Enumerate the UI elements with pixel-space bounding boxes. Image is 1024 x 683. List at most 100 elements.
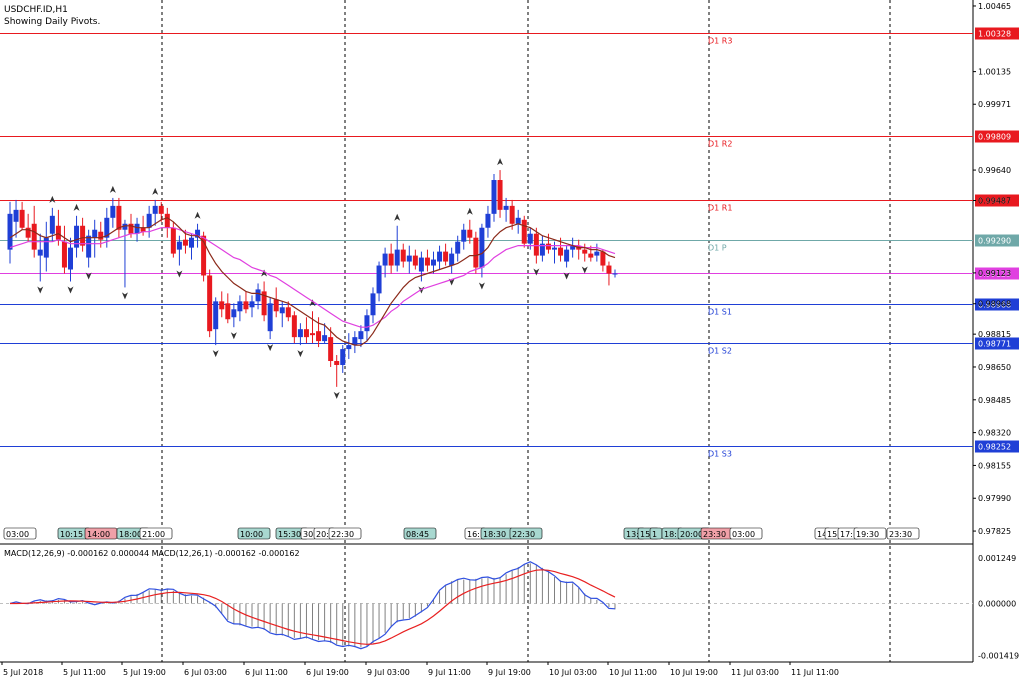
candle-body xyxy=(285,307,291,318)
candle-body xyxy=(134,223,140,234)
candle-body xyxy=(346,345,352,350)
candle-body xyxy=(267,303,273,332)
price-tag-text: 1.00328 xyxy=(978,30,1011,39)
candle-body xyxy=(491,180,497,214)
pivot-label: D1 P xyxy=(708,244,727,253)
time-label-text: 16: xyxy=(467,530,480,539)
fractal-up-marker xyxy=(73,203,80,211)
candle-body xyxy=(37,249,43,256)
candle-body xyxy=(352,337,358,346)
fractal-down-marker xyxy=(230,332,237,340)
candle-body xyxy=(382,253,388,266)
price-tick-label: 0.98650 xyxy=(978,363,1011,372)
fractal-up-marker xyxy=(109,185,116,193)
candle-body xyxy=(582,249,588,254)
price-tag-text: 0.99487 xyxy=(978,197,1011,206)
time-label-text: 23:30 xyxy=(703,530,726,539)
price-tick-label: 0.99123 xyxy=(978,269,1011,278)
price-tick-label: 0.98320 xyxy=(978,429,1011,438)
price-tag-text: 0.98968 xyxy=(978,301,1011,310)
candle-body xyxy=(509,205,515,224)
candle-body xyxy=(558,247,564,256)
candle-body xyxy=(170,227,176,254)
time-label-strip: 03:00 10:15 14:00 18:00 21:00 10:00 15:30 30 20:… xyxy=(3,527,920,540)
candle-body xyxy=(443,251,449,262)
time-label-text: 14 xyxy=(817,530,827,539)
time-label-text: 15 xyxy=(827,530,837,539)
candle-body xyxy=(552,247,557,250)
fractal-down-marker xyxy=(121,292,128,300)
candle-body xyxy=(437,251,443,262)
candle-body xyxy=(400,249,406,262)
candle-body xyxy=(455,241,461,254)
candle-body xyxy=(370,293,376,316)
time-label-text: 18:30 xyxy=(483,530,506,539)
candle-body xyxy=(521,219,527,244)
time-label-text: 08:45 xyxy=(406,530,429,539)
time-label-box xyxy=(729,527,763,540)
candle-body xyxy=(485,213,491,228)
fractal-up-marker xyxy=(466,207,473,215)
candle-body xyxy=(43,237,49,258)
candle-body xyxy=(195,229,201,238)
price-tick-label: 1.00465 xyxy=(978,2,1011,11)
candle-body xyxy=(225,303,231,320)
candle-body xyxy=(207,275,213,332)
pivot-levels: D1 R3 D1 R2 D1 R1 D1 P D1 S1 D1 S2 D1 S3 xyxy=(0,33,973,459)
candle-body xyxy=(201,235,207,276)
time-tick-label: 6 Jul 19:00 xyxy=(306,668,349,677)
candle-body xyxy=(612,273,618,275)
candle-body xyxy=(539,243,545,256)
time-label-text: 03:00 xyxy=(732,530,755,539)
candle-body xyxy=(461,229,467,242)
time-label-text: 20: xyxy=(316,530,329,539)
time-tick-label: 5 Jul 2018 xyxy=(3,668,43,677)
time-tick-label: 5 Jul 19:00 xyxy=(123,668,166,677)
time-label-box xyxy=(237,527,271,540)
price-tag xyxy=(975,440,1019,453)
price-tick-label: 0.98155 xyxy=(978,461,1011,470)
price-tag-text: 0.99290 xyxy=(978,237,1011,246)
candle-body xyxy=(213,301,219,330)
candle-body xyxy=(570,245,576,250)
candle-body xyxy=(31,223,37,250)
candle-body xyxy=(68,247,73,270)
candle-body xyxy=(316,331,322,342)
macd-tick-label: 0.001249 xyxy=(978,554,1016,563)
time-label-box xyxy=(853,527,887,540)
candle-body xyxy=(303,329,309,338)
candle-body xyxy=(533,233,539,256)
price-tick-label: 0.97990 xyxy=(978,494,1011,503)
fractal-down-marker xyxy=(333,391,340,399)
fractal-down-marker xyxy=(297,350,304,358)
candle-body xyxy=(7,213,13,250)
price-tick-label: 0.99487 xyxy=(978,196,1011,205)
fractal-down-marker xyxy=(67,286,74,294)
candle-body xyxy=(297,329,303,338)
candle-body xyxy=(467,229,473,238)
time-label-box xyxy=(403,527,437,540)
time-label-text: 18: xyxy=(664,530,677,539)
price-tag xyxy=(975,194,1019,207)
candle-body xyxy=(394,249,400,266)
pivot-label: D1 S2 xyxy=(708,347,732,356)
time-tick-label: 5 Jul 11:00 xyxy=(63,668,106,677)
time-tick-label: 6 Jul 11:00 xyxy=(245,668,288,677)
candle-body xyxy=(376,265,382,294)
candle-body xyxy=(98,231,104,240)
time-label-text: 17: xyxy=(840,530,853,539)
pivot-label: D1 R1 xyxy=(708,204,732,213)
candle-body xyxy=(340,349,346,365)
price-tag-text: 0.99809 xyxy=(978,133,1011,142)
macd-title: MACD(12,26,9) -0.000162 0.000044 MACD(12… xyxy=(4,549,300,558)
ma-slow-line xyxy=(9,227,616,328)
candle-body xyxy=(164,213,170,228)
candle-body xyxy=(279,307,285,314)
fractal-down-marker xyxy=(563,272,570,280)
candle-body xyxy=(594,251,600,256)
candle-body xyxy=(55,225,61,240)
candle-body xyxy=(158,205,164,214)
candle-body xyxy=(261,291,267,316)
candle-body xyxy=(219,301,225,310)
